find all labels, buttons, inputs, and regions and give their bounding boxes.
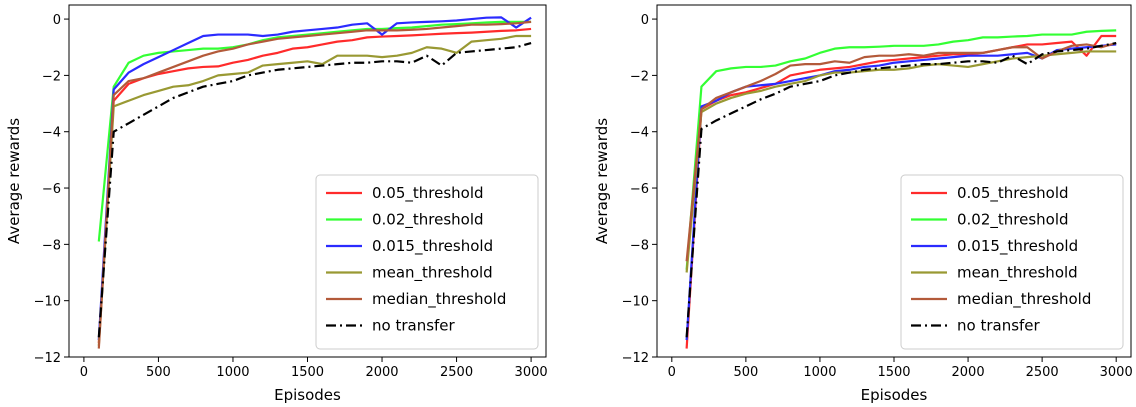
chart-panel-2: 0 500 1000 1500 2000 2500 3000 0 −2 −4 −6 −8 −10 −12 E…: [593, 4, 1133, 404]
x-tick-label: 1500: [877, 365, 910, 380]
series-line-4: [685, 50, 1117, 273]
legend-label: 0.05_threshold: [372, 184, 484, 203]
series-line-5: [97, 20, 532, 349]
series-line-1: [685, 34, 1117, 349]
series-line-3: [97, 16, 532, 341]
x-tick-label: 500: [733, 365, 758, 380]
series-line-5: [685, 41, 1117, 262]
legend-label: no transfer: [372, 317, 456, 335]
x-tick-label: 0: [668, 365, 676, 380]
legend-label: 0.015_threshold: [957, 237, 1078, 256]
legend-label: no transfer: [957, 317, 1041, 335]
y-tick-label: −2: [42, 69, 61, 84]
legend: 0.05_threshold 0.02_threshold 0.015_thresh…: [315, 174, 539, 350]
y-tick-label: 0: [641, 13, 649, 28]
series-line-2: [685, 29, 1117, 270]
series-lines: [685, 29, 1117, 349]
y-tick-label: −4: [42, 126, 61, 141]
x-tick-label: 1500: [291, 365, 324, 380]
legend-label: mean_threshold: [372, 264, 493, 283]
series-line-1: [97, 27, 532, 343]
x-tick-label: 2500: [440, 365, 473, 380]
x-tick-label: 0: [80, 365, 88, 380]
y-tick-label: −2: [630, 69, 649, 84]
y-tick-label: −12: [622, 351, 649, 366]
x-tick-label: 500: [146, 365, 171, 380]
y-tick-label: −10: [34, 295, 61, 310]
legend: 0.05_threshold 0.02_threshold 0.015_thresh…: [900, 174, 1124, 350]
x-tick-label: 2000: [365, 365, 398, 380]
y-tick-label: 0: [53, 13, 61, 28]
x-axis-label: Episodes: [861, 386, 928, 404]
y-tick-label: −4: [630, 126, 649, 141]
y-tick-label: −8: [42, 238, 61, 253]
x-tick-label: 2500: [1026, 365, 1059, 380]
series-lines: [97, 16, 532, 349]
series-line-4: [97, 34, 532, 346]
x-tick-label: 1000: [216, 365, 249, 380]
chart-panel-1: 0 500 1000 1500 2000 2500 3000 0 −2 −4 −6 −8 −10 −12 E…: [5, 4, 548, 404]
x-tick-label: 2000: [952, 365, 985, 380]
y-tick-label: −10: [622, 295, 649, 310]
x-tick-label: 3000: [515, 365, 548, 380]
legend-box: [900, 174, 1124, 350]
series-line-6: [97, 41, 532, 338]
legend-label: mean_threshold: [957, 264, 1078, 283]
legend-label: median_threshold: [957, 290, 1091, 309]
series-line-6: [685, 41, 1117, 338]
legend-label: 0.02_threshold: [957, 211, 1069, 230]
y-tick-label: −8: [630, 238, 649, 253]
x-tick-label: 1000: [803, 365, 836, 380]
y-tick-label: −6: [630, 182, 649, 197]
legend-label: 0.015_threshold: [372, 237, 493, 256]
legend-label: median_threshold: [372, 290, 506, 309]
y-tick-label: −12: [34, 351, 61, 366]
y-axis-label: Average rewards: [593, 118, 611, 244]
legend-box: [315, 174, 539, 350]
legend-label: 0.02_threshold: [372, 211, 484, 230]
y-tick-label: −6: [42, 182, 61, 197]
x-tick-label: 3000: [1100, 365, 1133, 380]
x-axis-label: Episodes: [274, 386, 341, 404]
legend-label: 0.05_threshold: [957, 184, 1069, 203]
y-axis-label: Average rewards: [5, 118, 23, 244]
